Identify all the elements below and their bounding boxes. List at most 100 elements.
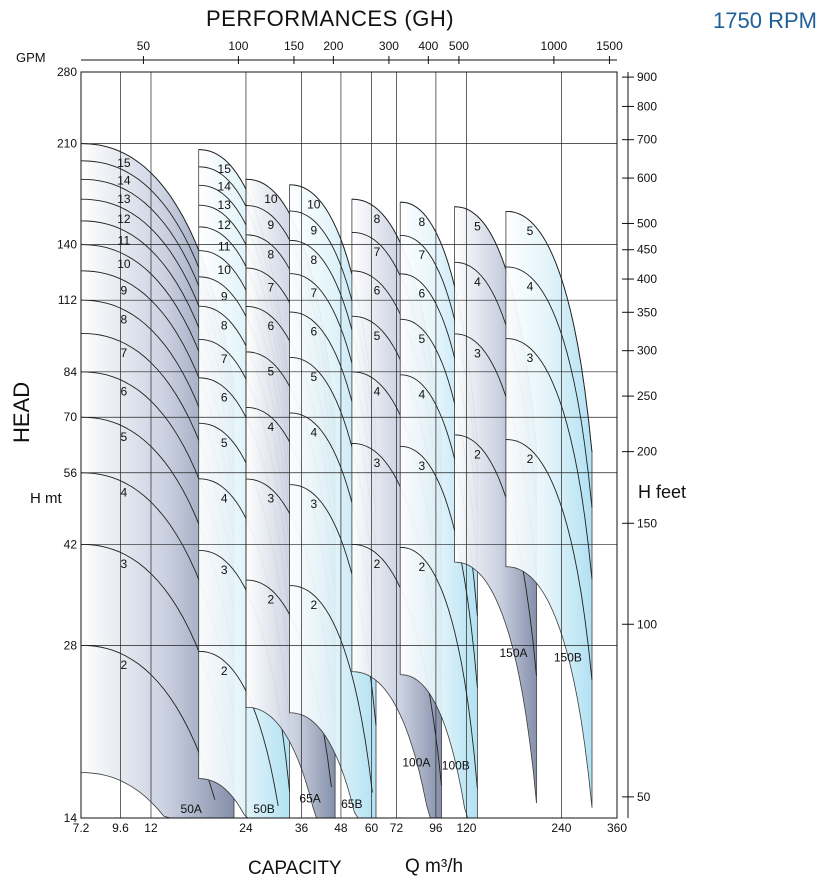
stage-label: 14 — [117, 173, 131, 187]
stage-curve — [505, 210, 593, 453]
stage-label: 2 — [310, 598, 317, 612]
feet-tick-label: 500 — [637, 216, 657, 230]
chart-title: PERFORMANCES (GH) — [205, 6, 455, 31]
feet-tick-label: 900 — [637, 70, 657, 84]
y-tick-label: 112 — [58, 293, 77, 307]
pump-model-label: 100A — [402, 756, 430, 770]
stage-label: 7 — [310, 286, 317, 300]
x-tick-label: 24 — [239, 821, 253, 835]
feet-tick-label: 50 — [637, 790, 651, 804]
feet-tick-label: 400 — [637, 272, 657, 286]
y-tick-label: 14 — [64, 811, 78, 825]
stage-label: 2 — [474, 448, 481, 462]
stage-label: 5 — [121, 430, 128, 444]
stage-label: 9 — [121, 283, 128, 297]
stage-curve — [198, 650, 279, 806]
stage-label: 9 — [268, 218, 275, 232]
gpm-tick-label: 100 — [228, 39, 248, 53]
stage-label: 4 — [221, 491, 228, 505]
x-tick-label: 7.2 — [73, 821, 90, 835]
stage-label: 4 — [419, 387, 426, 401]
stage-label: 4 — [268, 420, 275, 434]
stage-label: 10 — [264, 192, 278, 206]
stage-label: 2 — [268, 593, 275, 607]
plot-frame — [80, 71, 618, 819]
stage-label: 5 — [268, 364, 275, 378]
x-tick-label: 9.6 — [112, 821, 129, 835]
stage-label: 3 — [527, 351, 534, 365]
stage-label: 13 — [117, 192, 131, 206]
stage-label: 12 — [218, 218, 232, 232]
stage-label: 6 — [221, 390, 228, 404]
stage-label: 7 — [268, 281, 275, 295]
stage-curve — [505, 266, 593, 508]
stage-label: 3 — [121, 557, 128, 571]
pump-model-label: 65A — [299, 791, 320, 805]
stage-label: 8 — [221, 319, 228, 333]
y-tick-label: 210 — [57, 137, 77, 151]
y-tick-label: 140 — [57, 238, 77, 252]
stage-label: 12 — [117, 212, 131, 226]
pump-model-label: 50B — [253, 802, 274, 816]
stage-curve — [505, 439, 593, 681]
x-tick-label: 120 — [456, 821, 476, 835]
stage-label: 5 — [221, 436, 228, 450]
stage-label: 4 — [527, 280, 534, 294]
stage-label: 15 — [117, 156, 131, 170]
gpm-tick-label: 200 — [323, 39, 343, 53]
stage-label: 3 — [474, 347, 481, 361]
stage-label: 4 — [310, 426, 317, 440]
x-axis-unit: Q m³/h — [405, 856, 464, 877]
stage-label: 8 — [268, 247, 275, 261]
x-tick-label: 48 — [334, 821, 348, 835]
y-tick-label: 280 — [57, 65, 77, 79]
stage-curve — [400, 445, 478, 688]
x-axis-title: CAPACITY — [248, 858, 342, 879]
pump-model-label: 65B — [341, 797, 362, 811]
feet-tick-label: 450 — [637, 243, 657, 257]
stage-label: 8 — [310, 253, 317, 267]
gpm-tick-label: 1000 — [541, 39, 568, 53]
stage-label: 6 — [419, 286, 426, 300]
x-tick-label: 12 — [144, 821, 158, 835]
stage-curve — [80, 644, 216, 800]
stage-label: 8 — [419, 215, 426, 229]
y-tick-label: 28 — [64, 638, 78, 652]
feet-tick-label: 100 — [637, 617, 657, 631]
stage-label: 6 — [121, 384, 128, 398]
x-tick-label: 60 — [365, 821, 379, 835]
pump-model-label: 150A — [499, 646, 527, 660]
x-tick-label: 72 — [390, 821, 404, 835]
stage-label: 11 — [218, 239, 231, 253]
stage-label: 14 — [218, 179, 232, 193]
stage-label: 10 — [117, 257, 131, 271]
gpm-tick-label: 50 — [137, 39, 151, 53]
y-tick-label: 56 — [64, 466, 78, 480]
x-tick-label: 36 — [295, 821, 309, 835]
stage-label: 8 — [121, 313, 128, 327]
stage-label: 5 — [310, 370, 317, 384]
stage-label: 13 — [218, 198, 232, 212]
pump-model-label: 150B — [554, 651, 582, 665]
stage-label: 2 — [121, 658, 128, 672]
stage-label: 11 — [118, 233, 131, 247]
stage-label: 3 — [221, 563, 228, 577]
gpm-tick-label: 150 — [284, 39, 304, 53]
gpm-tick-label: 300 — [379, 39, 399, 53]
stage-label: 7 — [374, 245, 381, 259]
stage-label: 5 — [527, 224, 534, 238]
stage-curve — [505, 338, 593, 580]
y-tick-label: 84 — [64, 365, 78, 379]
stage-label: 7 — [221, 352, 228, 366]
feet-tick-label: 300 — [637, 344, 657, 358]
feet-tick-label: 600 — [637, 171, 657, 185]
stage-label: 8 — [374, 212, 381, 226]
stage-label: 2 — [419, 560, 426, 574]
stage-label: 3 — [268, 492, 275, 506]
gpm-label: GPM — [16, 50, 46, 65]
stage-label: 10 — [307, 197, 321, 211]
gpm-tick-label: 500 — [449, 39, 469, 53]
stage-label: 4 — [474, 275, 481, 289]
stage-label: 9 — [310, 224, 317, 238]
stage-label: 4 — [121, 485, 128, 499]
